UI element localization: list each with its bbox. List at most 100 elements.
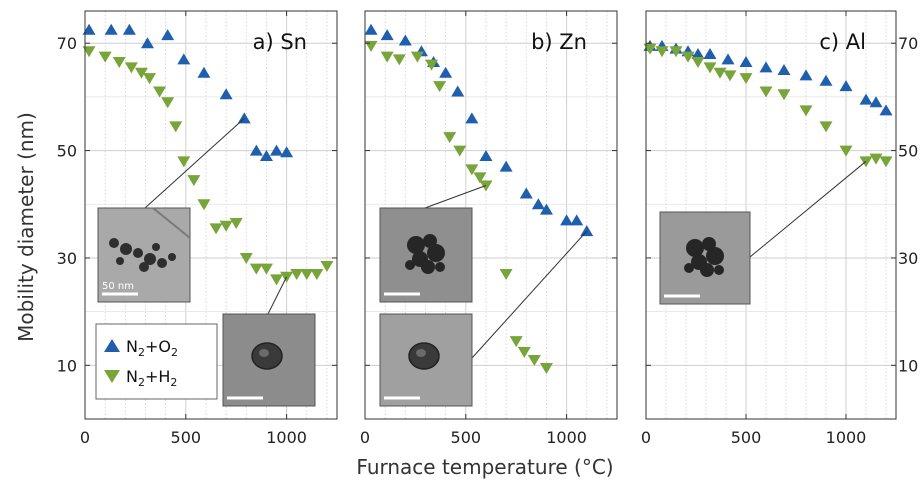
data-point-n2o2 [219,88,233,100]
data-point-n2h2 [643,43,657,55]
data-point-n2o2 [539,203,553,215]
data-point-n2o2 [879,104,893,116]
data-point-n2h2 [290,269,304,281]
data-point-n2h2 [82,46,96,58]
inset-connector [471,230,588,359]
data-point-n2h2 [320,261,334,272]
y-tick-label-right: 70 [898,34,918,53]
data-point-n2o2 [364,23,378,35]
data-point-n2h2 [879,156,893,168]
data-point-n2h2 [539,363,553,374]
data-point-n2h2 [219,220,233,232]
x-tick-label: 0 [360,428,370,447]
data-point-n2h2 [153,86,167,98]
y-tick-label-right: 30 [898,249,918,268]
particle-highlight [416,349,426,357]
panel-label: c) Al [819,30,866,54]
grid-edge [152,207,191,239]
tem-inset-image [222,313,316,407]
aggregate-blob [706,247,724,265]
data-point-n2h2 [527,354,541,366]
y-tick-label-left: 50 [57,142,77,161]
data-point-n2h2 [98,51,112,63]
data-point-n2o2 [799,69,813,81]
data-point-n2o2 [519,187,533,199]
data-point-n2o2 [439,66,453,78]
data-point-n2h2 [209,223,223,235]
scale-bar-label: 50 nm [102,281,134,292]
data-point-n2h2 [713,67,727,79]
aggregate-blob [144,253,156,265]
data-point-n2h2 [143,73,157,85]
data-point-n2h2 [723,70,737,82]
data-point-n2h2 [134,67,148,79]
data-point-n2o2 [280,146,294,158]
x-tick-label: 0 [80,428,90,447]
data-point-n2o2 [570,214,584,226]
aggregate-blob [133,248,143,258]
data-point-n2o2 [465,112,479,124]
aggregate-blob [686,239,704,257]
data-point-n2h2 [161,97,175,109]
aggregate-blob [700,263,714,277]
aggregate-blob [139,262,149,272]
data-point-n2h2 [517,346,531,358]
data-point-n2h2 [703,62,717,74]
data-point-n2h2 [310,269,324,281]
data-point-n2o2 [691,47,705,59]
data-point-n2h2 [425,59,439,71]
panel-label: b) Zn [531,30,587,54]
aggregate-blob [435,262,445,272]
aggregate-blob [157,258,167,268]
data-point-n2o2 [869,96,883,108]
inset-connector [424,185,487,209]
legend-marker-n2h2 [104,370,120,383]
data-point-n2h2 [443,132,457,144]
tem-inset-image [659,211,751,305]
aggregate-blob [714,265,724,275]
plot-frame [84,10,338,420]
data-point-n2h2 [839,145,853,157]
data-point-n2o2 [759,61,773,73]
data-point-n2o2 [531,198,545,210]
inset-connector [144,117,245,209]
y-tick-label-right: 50 [898,142,918,161]
x-tick-label: 1000 [546,428,587,447]
panel-1: 50 nm 0 500 1000 10 30 50 70 a) Sn N2+O2 N2+H2 [57,10,338,447]
data-point-n2h2 [197,199,211,211]
data-point-n2h2 [819,121,833,133]
legend-label-n2o2: N2+O2 [126,337,178,359]
aggregate-blob [407,236,425,254]
inset-connector [267,276,288,315]
data-point-n2o2 [580,225,594,237]
data-point-n2h2 [300,269,314,281]
aggregate-blob [152,243,160,251]
data-point-n2h2 [433,81,447,93]
data-point-n2h2 [655,46,669,58]
aggregate-blob [109,238,119,248]
tem-inset-image: 50 nm [97,207,191,303]
data-point-n2h2 [473,172,487,184]
tem-inset-image [379,207,473,303]
data-point-n2h2 [239,252,253,264]
data-point-n2o2 [839,80,853,92]
data-point-n2o2 [177,53,191,65]
x-tick-label: 500 [731,428,762,447]
y-axis-title: Mobility diameter (nm) [14,112,38,342]
x-tick-label: 1000 [266,428,307,447]
panel-label: a) Sn [253,30,307,54]
data-point-n2h2 [499,269,513,281]
data-point-n2h2 [124,62,138,74]
tem-inset-image [379,313,473,407]
data-point-n2h2 [392,54,406,66]
data-point-n2o2 [380,29,394,41]
data-point-n2h2 [465,164,479,176]
data-point-n2h2 [691,57,705,68]
data-point-n2o2 [499,160,513,172]
data-point-n2h2 [380,51,394,63]
data-point-n2h2 [681,51,695,63]
data-point-n2o2 [197,66,211,78]
data-point-n2h2 [259,263,273,275]
